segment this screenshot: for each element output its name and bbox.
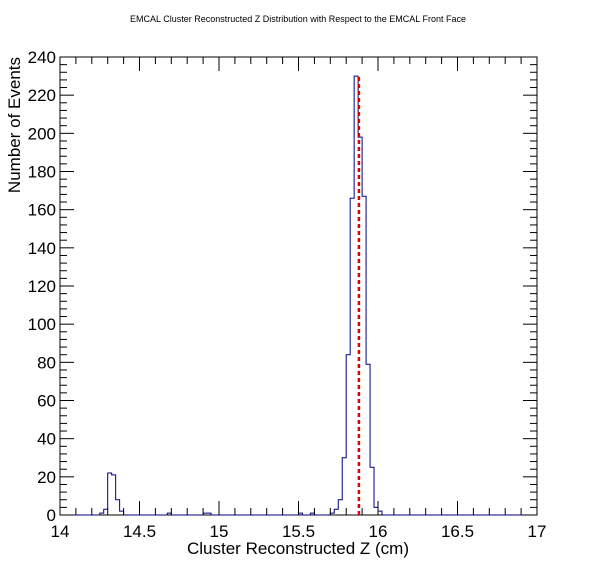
y-tick-label: 120 (28, 277, 56, 296)
histogram-bin (346, 355, 350, 515)
histogram-bin (362, 196, 366, 515)
histogram-bin (116, 500, 120, 515)
histogram-bin (207, 513, 211, 515)
x-tick-label: 14 (51, 522, 70, 541)
y-tick-label: 20 (37, 468, 56, 487)
x-tick-label: 15 (210, 522, 229, 541)
histogram-bars (60, 75, 537, 516)
histogram-bin (338, 500, 342, 515)
histogram-bin (342, 458, 346, 515)
x-tick-label: 16.5 (441, 522, 474, 541)
y-axis-ticks: 0 20 40 60 80 100 120 140 160 180 200 220 240 (28, 48, 537, 525)
x-tick-label: 17 (528, 522, 547, 541)
y-tick-label: 180 (28, 163, 56, 182)
y-tick-label: 60 (37, 392, 56, 411)
histogram-bin (354, 76, 358, 515)
y-tick-label: 140 (28, 239, 56, 258)
histogram-bin (112, 475, 116, 515)
histogram-bin (203, 513, 207, 515)
histogram-bin (310, 513, 314, 515)
histogram-bin (330, 513, 334, 515)
x-tick-label: 14.5 (123, 522, 156, 541)
histogram-bin (334, 509, 338, 515)
y-tick-label: 240 (28, 48, 56, 67)
histogram-outline (60, 75, 537, 516)
chart-title: EMCAL Cluster Reconstructed Z Distributi… (130, 14, 466, 24)
histogram-bin (378, 511, 382, 515)
histogram-bin (100, 513, 104, 515)
histogram-bin (108, 473, 112, 515)
y-tick-label: 220 (28, 86, 56, 105)
histogram-bin (120, 511, 124, 515)
x-tick-label: 16 (369, 522, 388, 541)
histogram-bin (366, 364, 370, 515)
y-tick-label: 0 (47, 506, 56, 525)
y-tick-label: 200 (28, 124, 56, 143)
y-tick-label: 80 (37, 353, 56, 372)
plot-frame (59, 56, 538, 516)
y-tick-label: 160 (28, 201, 56, 220)
x-axis-ticks: 14 14.5 15 15.5 16 16.5 17 (51, 57, 547, 541)
y-axis-title: Number of Events (5, 57, 24, 193)
x-tick-label: 15.5 (282, 522, 315, 541)
y-tick-label: 40 (37, 430, 56, 449)
histogram-bin (350, 198, 354, 515)
histogram-bin (299, 513, 303, 515)
histogram-bin (374, 507, 378, 515)
histogram-bin (104, 509, 108, 515)
x-axis-title: Cluster Reconstructed Z (cm) (187, 539, 409, 558)
y-tick-label: 100 (28, 315, 56, 334)
histogram-bin (370, 467, 374, 515)
histogram-bin (167, 513, 171, 515)
